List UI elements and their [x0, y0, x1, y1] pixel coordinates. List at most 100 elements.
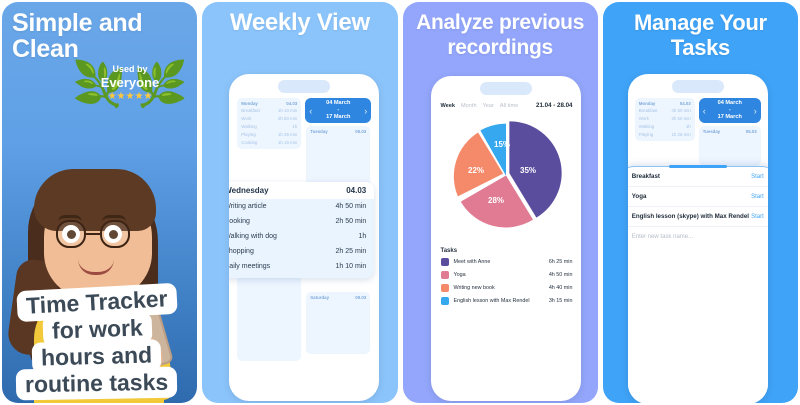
- phone-notch: [278, 80, 331, 93]
- wednesday-item[interactable]: Writing article 4h 50 min: [229, 199, 374, 214]
- filter-month[interactable]: Month: [461, 102, 477, 109]
- range-start: 04 March: [326, 100, 351, 106]
- item-time: 1h 25 min: [277, 131, 298, 137]
- item-time: 1h: [685, 123, 691, 129]
- wednesday-item[interactable]: Shopping 2h 25 min: [229, 244, 374, 259]
- day-date: 09.03: [355, 295, 367, 300]
- task-start-button[interactable]: Start: [751, 173, 764, 180]
- filter-all-time[interactable]: All time: [499, 102, 519, 109]
- date-range-navigator[interactable]: ‹ 04 March - 17 March ›: [305, 98, 372, 123]
- item-time: 1h 10 min: [335, 263, 367, 270]
- day-card-monday[interactable]: Monday 04.03 Breakfast 4h 50 min Work 2h…: [634, 98, 695, 142]
- badge-stars: ★★★★★: [107, 91, 153, 102]
- item-name: Work: [241, 116, 252, 122]
- day-name: Monday: [638, 101, 656, 106]
- item-name: Breakfast: [241, 108, 260, 114]
- day-item: Playing 1h 25 min: [241, 130, 297, 138]
- legend-swatch: [440, 271, 449, 279]
- range-separator: -: [728, 107, 731, 113]
- task-row[interactable]: English lesson (skype) with Max Rendel S…: [627, 207, 768, 227]
- analytics-date-range: 21.04 - 28.04: [536, 102, 573, 109]
- day-date: 05.03: [355, 129, 367, 134]
- hair-fringe: [34, 169, 156, 231]
- panel-weekly-view: Weekly View Monday 04.03 Breakfast 1h 10…: [202, 2, 398, 403]
- item-time: 2h 50 min: [671, 116, 691, 122]
- item-name: Cooking: [241, 139, 258, 145]
- phone-notch: [671, 80, 724, 93]
- wednesday-item[interactable]: Daily meetings 1h 10 min: [229, 259, 374, 274]
- wednesday-detail-card[interactable]: Wednesday 04.03 Writing article 4h 50 mi…: [229, 182, 375, 278]
- wednesday-item[interactable]: Cooking 2h 50 min: [229, 214, 374, 229]
- legend-title: Tasks: [440, 248, 458, 254]
- day-card-tuesday[interactable]: Tuesday 05.03: [306, 126, 371, 188]
- panel-2-headline: Weekly View: [229, 9, 370, 36]
- day-item: Cooking 1h 15 min: [241, 138, 297, 146]
- legend-row[interactable]: English lesson with Max Rendel 3h 15 min: [440, 297, 573, 305]
- pupil-left: [67, 230, 76, 239]
- used-by-everyone-badge: 🌿 🌿 Used by Everyone ★★★★★: [72, 60, 188, 110]
- legend-duration: 3h 15 min: [548, 298, 573, 304]
- legend-swatch: [440, 297, 449, 305]
- date-range-navigator[interactable]: ‹ 04 March - 17 March ›: [698, 98, 761, 123]
- eyebrow-left: [58, 215, 82, 222]
- item-name: Cooking: [229, 218, 250, 225]
- item-time: 1h 25 min: [671, 131, 691, 137]
- glasses-left-lens: [56, 220, 86, 248]
- new-task-input[interactable]: Enter new task name...: [631, 234, 694, 240]
- next-range-icon[interactable]: ›: [364, 105, 368, 116]
- legend-swatch: [440, 284, 449, 292]
- range-end: 17 March: [326, 114, 351, 120]
- pie-slice-meet-with-anne[interactable]: [508, 121, 562, 218]
- wednesday-day: Wednesday: [229, 186, 269, 195]
- badge-top-label: Used by: [112, 64, 148, 74]
- legend-label: Meet with Anne: [453, 259, 491, 265]
- day-name: Saturday: [310, 295, 330, 300]
- filter-week[interactable]: Week: [440, 102, 456, 109]
- task-start-button[interactable]: Start: [751, 213, 764, 220]
- day-item: Breakfast 1h 10 min: [241, 107, 297, 115]
- wednesday-date: 04.03: [346, 186, 367, 195]
- phone-mockup-weekly: Monday 04.03 Breakfast 1h 10 min Work 2h…: [229, 74, 380, 401]
- filter-year[interactable]: Year: [482, 102, 494, 109]
- task-row[interactable]: Yoga Start: [627, 187, 768, 207]
- sticker-line-2: for work: [45, 314, 149, 344]
- range-start: 04 March: [717, 100, 742, 106]
- legend-row[interactable]: Meet with Anne 6h 25 min: [440, 258, 573, 266]
- tasks-pie-chart[interactable]: 35% 28% 22% 15%: [448, 118, 563, 233]
- day-item: Walking 1h: [241, 123, 297, 131]
- period-filter-bar: Week Month Year All time 21.04 - 28.04: [441, 102, 573, 109]
- phone-mockup-analytics: Week Month Year All time 21.04 - 28.04: [430, 76, 581, 401]
- pie-slice-writing-new-book[interactable]: [453, 132, 503, 197]
- tasks-legend: Tasks Meet with Anne 6h 25 min Yoga 4h 5…: [440, 248, 573, 310]
- prev-range-icon[interactable]: ‹: [702, 105, 706, 116]
- task-start-button[interactable]: Start: [751, 193, 764, 200]
- sheet-grabber[interactable]: [668, 165, 727, 168]
- wednesday-item[interactable]: Walking with dog 1h: [229, 229, 374, 244]
- day-card-sunday[interactable]: Sunday 10.03: [237, 268, 302, 361]
- panel-3-headline: Analyze previous recordings: [416, 11, 585, 59]
- date-range-text: 04 March - 17 March: [706, 100, 754, 121]
- day-item: Work 2h 50 min: [241, 115, 297, 123]
- item-name: Breakfast: [638, 108, 658, 114]
- laurel-right-icon: 🌿: [133, 60, 188, 109]
- day-card-tuesday[interactable]: Tuesday 05.03: [698, 126, 761, 166]
- prev-range-icon[interactable]: ‹: [309, 105, 313, 116]
- panel-4-headline: Manage Your Tasks: [633, 10, 767, 60]
- day-item: Breakfast 4h 50 min: [639, 107, 691, 115]
- task-row[interactable]: Breakfast Start: [627, 167, 768, 187]
- pie-value-28: 28%: [488, 196, 505, 205]
- legend-row[interactable]: Writing new book 4h 40 min: [440, 284, 573, 292]
- legend-row[interactable]: Yoga 4h 50 min: [440, 271, 573, 279]
- next-range-icon[interactable]: ›: [753, 105, 757, 116]
- item-name: Daily meetings: [229, 263, 271, 270]
- item-name: Shopping: [229, 248, 254, 255]
- time-tracker-sticker: Time Tracker for work hours and routine …: [4, 285, 190, 398]
- pie-slice-yoga[interactable]: [460, 175, 533, 228]
- eyebrow-right: [102, 215, 126, 222]
- tasks-right-column: Tuesday 05.03: [698, 126, 761, 170]
- day-card-monday[interactable]: Monday 04.03 Breakfast 1h 10 min Work 2h…: [237, 98, 302, 149]
- item-name: Writing article: [229, 203, 267, 210]
- day-card-saturday[interactable]: Saturday 09.03: [306, 292, 371, 354]
- item-name: Work: [638, 116, 649, 122]
